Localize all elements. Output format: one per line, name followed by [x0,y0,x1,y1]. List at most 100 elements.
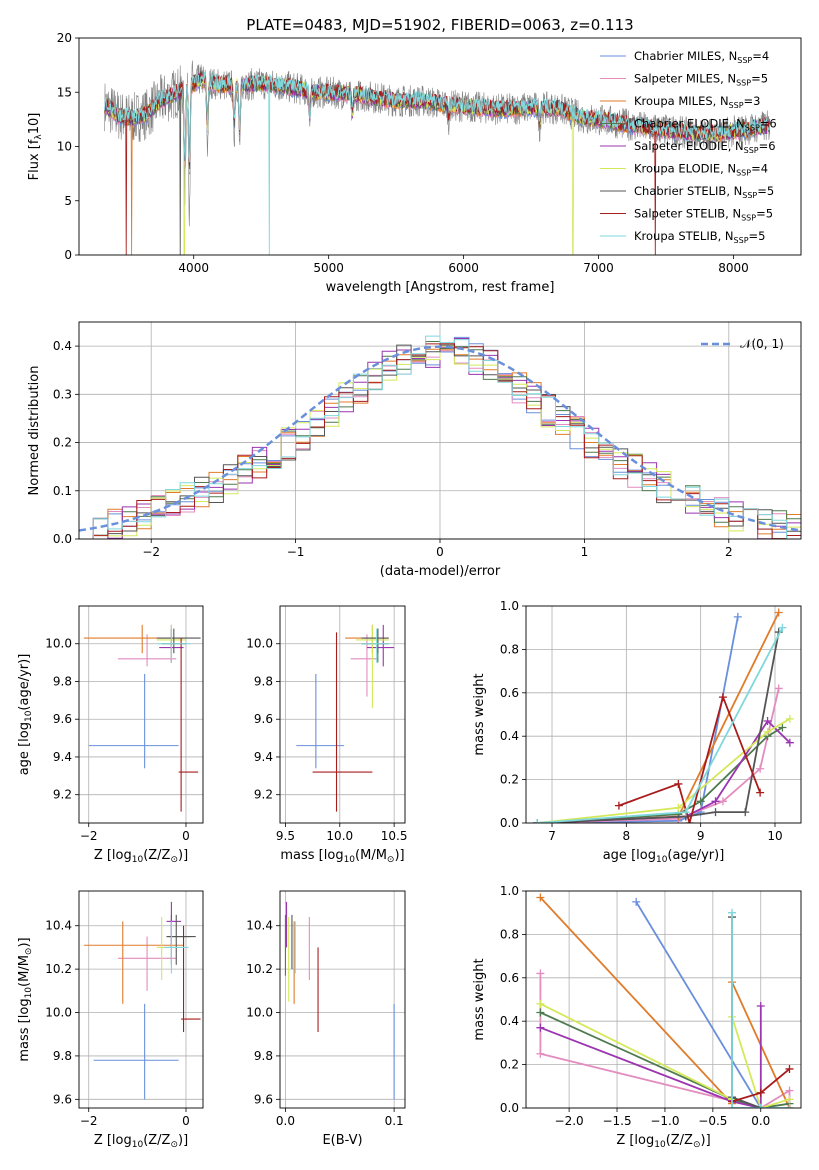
mass-vs-ebv-ytick-label-1: 9.8 [254,1049,273,1063]
legend-label-chabrier_stelib: Chabrier STELIB, NSSP=5 [634,184,774,200]
residuals-xtick-label-1: −1 [287,545,305,559]
mass-vs-ebv-xtick-label-0: 0.0 [276,1114,295,1128]
mass-weight-vs-z-line-chabrier_elodie [540,1011,790,1108]
mass-weight-vs-z-marker-kroupa_elodie-4 [785,1095,794,1104]
residuals-ytick-label-4: 0.4 [53,339,72,353]
spectrum-ytick-label-3: 15 [57,85,72,99]
mass-weight-vs-age-ytick-label-4: 0.8 [500,642,519,656]
mass-vs-z-xlabel: Z [log10(Z/Z⊙)] [94,1133,188,1150]
mass-weight-vs-age-marker-kroupa_miles-2 [774,608,783,617]
mass-weight-vs-age-plot-area [533,608,794,823]
mass-weight-vs-z-frame [525,890,802,1109]
legend-label-kroupa_stelib: Kroupa STELIB, NSSP=5 [634,229,765,245]
mass-vs-ebv-ytick-label-3: 10.2 [246,962,273,976]
mass-vs-z-panel: −2 0 9.6 9.8 10.0 10.2 10.4 Z [log10(Z/Z⊙)] mass… [17,890,204,1150]
mass-weight-vs-z-marker-kroupa_elodie-0 [536,999,545,1008]
mass-weight-vs-age-line-kroupa_stelib [537,627,784,823]
mass-weight-vs-z-line-salpeter_elodie [540,1006,762,1108]
mass-weight-vs-age-xtick-label-1: 8 [623,829,631,843]
mass-weight-vs-z-panel: −2.0 −1.5 −1.0 −0.5 0.0 0.0 0.2 0.4 0.6 0.8 1.0 Z [… [472,884,802,1150]
mass-weight-vs-z-ytick-label-2: 0.4 [500,1014,519,1028]
age-vs-mass-ytick-label-4: 10.0 [246,637,273,651]
mass-weight-vs-z-ytick-label-4: 0.8 [500,927,519,941]
age-vs-mass-frame [279,605,406,824]
mass-weight-vs-age-ytick-label-5: 1.0 [500,599,519,613]
mass-weight-vs-z-marker-chabrier_elodie-0 [536,1008,545,1017]
age-vs-z-ytick-label-4: 10.0 [45,637,72,651]
age-vs-mass-ytick-label-0: 9.2 [254,788,273,802]
mass-weight-vs-z-marker-kroupa_stelib-1 [728,1104,737,1108]
hist-kroupa_stelib [79,335,801,539]
mass-weight-vs-age-marker-salpeter_elodie-2 [711,797,720,806]
mass-vs-z-ytick-label-2: 10.0 [45,1006,72,1020]
age-vs-z-xtick-label-1: 0 [182,829,190,843]
age-vs-mass-ytick-label-1: 9.4 [254,750,273,764]
mass-weight-vs-age-panel: 7 8 9 10 0.0 0.2 0.4 0.6 0.8 1.0 age [log10(age/yr… [472,599,802,865]
mass-weight-vs-z-ytick-label-1: 0.2 [500,1058,519,1072]
age-vs-z-plot-area [83,624,201,812]
mass-weight-vs-z-marker-salpeter_miles-1 [536,1049,545,1058]
mass-weight-vs-z-xlabel: Z [log10(Z/Z⊙)] [616,1133,710,1150]
mass-weight-vs-age-marker-kroupa_elodie-3 [785,714,794,723]
mass-weight-vs-age-xtick-label-3: 10 [767,829,782,843]
spectrum-ylabel: Flux [fλ10] [27,113,44,181]
legend-label-normal: 𝒩(0, 1) [740,337,784,351]
residuals-ytick-label-2: 0.2 [53,436,72,450]
residuals-frame [78,321,802,540]
mass-weight-vs-z-marker-kroupa_stelib-3 [785,1104,794,1108]
spectrum-legend: Chabrier MILES, NSSP=4 Salpeter MILES, NS… [600,49,777,245]
mass-weight-vs-age-ytick-label-3: 0.6 [500,686,519,700]
spectrum-xtick-label-1: 5000 [313,261,344,275]
mass-weight-vs-z-marker-salpeter_elodie-3 [756,1002,765,1011]
residuals-ytick-label-3: 0.3 [53,387,72,401]
mass-weight-vs-age-xlabel: age [log10(age/yr)] [603,848,725,865]
mass-weight-vs-age-marker-salpeter_stelib-3 [718,693,727,702]
spectrum-model-kroupa_stelib [104,71,771,255]
mass-weight-vs-z-marker-salpeter_miles-3 [785,1086,794,1095]
mass-vs-z-xtick-label-0: −2 [80,1114,98,1128]
mass-weight-vs-age-marker-kroupa_elodie-1 [674,803,683,812]
mass-weight-vs-z-marker-salpeter_miles-0 [536,969,545,978]
spectrum-ytick-label-1: 5 [64,194,72,208]
mass-weight-vs-age-marker-chabrier_miles-3 [733,612,742,621]
mass-vs-ebv-panel: 0.0 0.1 9.6 9.8 10.0 10.2 10.4 E(B-V) [246,890,406,1148]
mass-weight-vs-age-ytick-label-0: 0.0 [500,816,519,830]
mass-vs-z-xtick-label-1: 0 [182,1114,190,1128]
residuals-xtick-label-3: 1 [581,545,589,559]
residuals-ylabel: Normed distribution [27,366,42,496]
mass-weight-vs-age-marker-salpeter_elodie-3 [763,717,772,726]
age-vs-mass-ytick-label-3: 9.8 [254,674,273,688]
spectrum-xtick-label-2: 6000 [448,261,479,275]
mass-weight-vs-z-marker-salpeter_stelib-2 [785,1064,794,1073]
residuals-xtick-label-0: −2 [142,545,160,559]
legend-label-kroupa_elodie: Kroupa ELODIE, NSSP=4 [634,162,768,178]
mass-weight-vs-age-marker-salpeter_elodie-4 [785,738,794,747]
mass-weight-vs-z-xtick-label-3: −0.5 [698,1114,727,1128]
age-vs-z-frame [78,605,204,824]
mass-weight-vs-age-frame [525,605,802,824]
mass-weight-vs-age-line-kroupa_elodie [537,718,791,823]
spectrum-xtick-label-0: 4000 [178,261,209,275]
age-vs-z-ytick-label-2: 9.6 [53,712,72,726]
mass-weight-vs-age-line-salpeter_stelib [618,694,761,823]
age-vs-mass-ytick-label-2: 9.6 [254,712,273,726]
mass-weight-vs-age-xtick-label-2: 9 [697,829,705,843]
mass-vs-ebv-xtick-label-1: 0.1 [385,1114,404,1128]
mass-vs-ebv-ytick-label-2: 10.0 [246,1006,273,1020]
spectrum-xlabel: wavelength [Angstrom, rest frame] [326,280,555,295]
mass-weight-vs-age-marker-chabrier_elodie-4 [778,723,787,732]
mass-weight-vs-age-marker-salpeter_miles-4 [774,684,783,693]
mass-vs-z-ytick-label-0: 9.6 [53,1092,72,1106]
mass-vs-ebv-xlabel: E(B-V) [322,1133,362,1148]
mass-vs-ebv-plot-area [284,901,395,1100]
residual-legend: 𝒩(0, 1) [701,337,784,351]
mass-weight-vs-age-line-chabrier_miles [537,616,739,823]
mass-weight-vs-z-xtick-label-4: 0.0 [751,1114,770,1128]
mass-vs-ebv-frame [279,890,406,1109]
age-vs-z-xtick-label-0: −2 [80,829,98,843]
spectrum-xtick-label-3: 7000 [583,261,614,275]
age-vs-mass-xtick-label-0: 9.5 [276,829,295,843]
mass-weight-vs-z-marker-kroupa_stelib-2 [756,1104,765,1108]
age-vs-mass-panel: 9.5 10.0 10.5 9.2 9.4 9.6 9.8 10.0 mass [log10(M… [246,605,407,865]
